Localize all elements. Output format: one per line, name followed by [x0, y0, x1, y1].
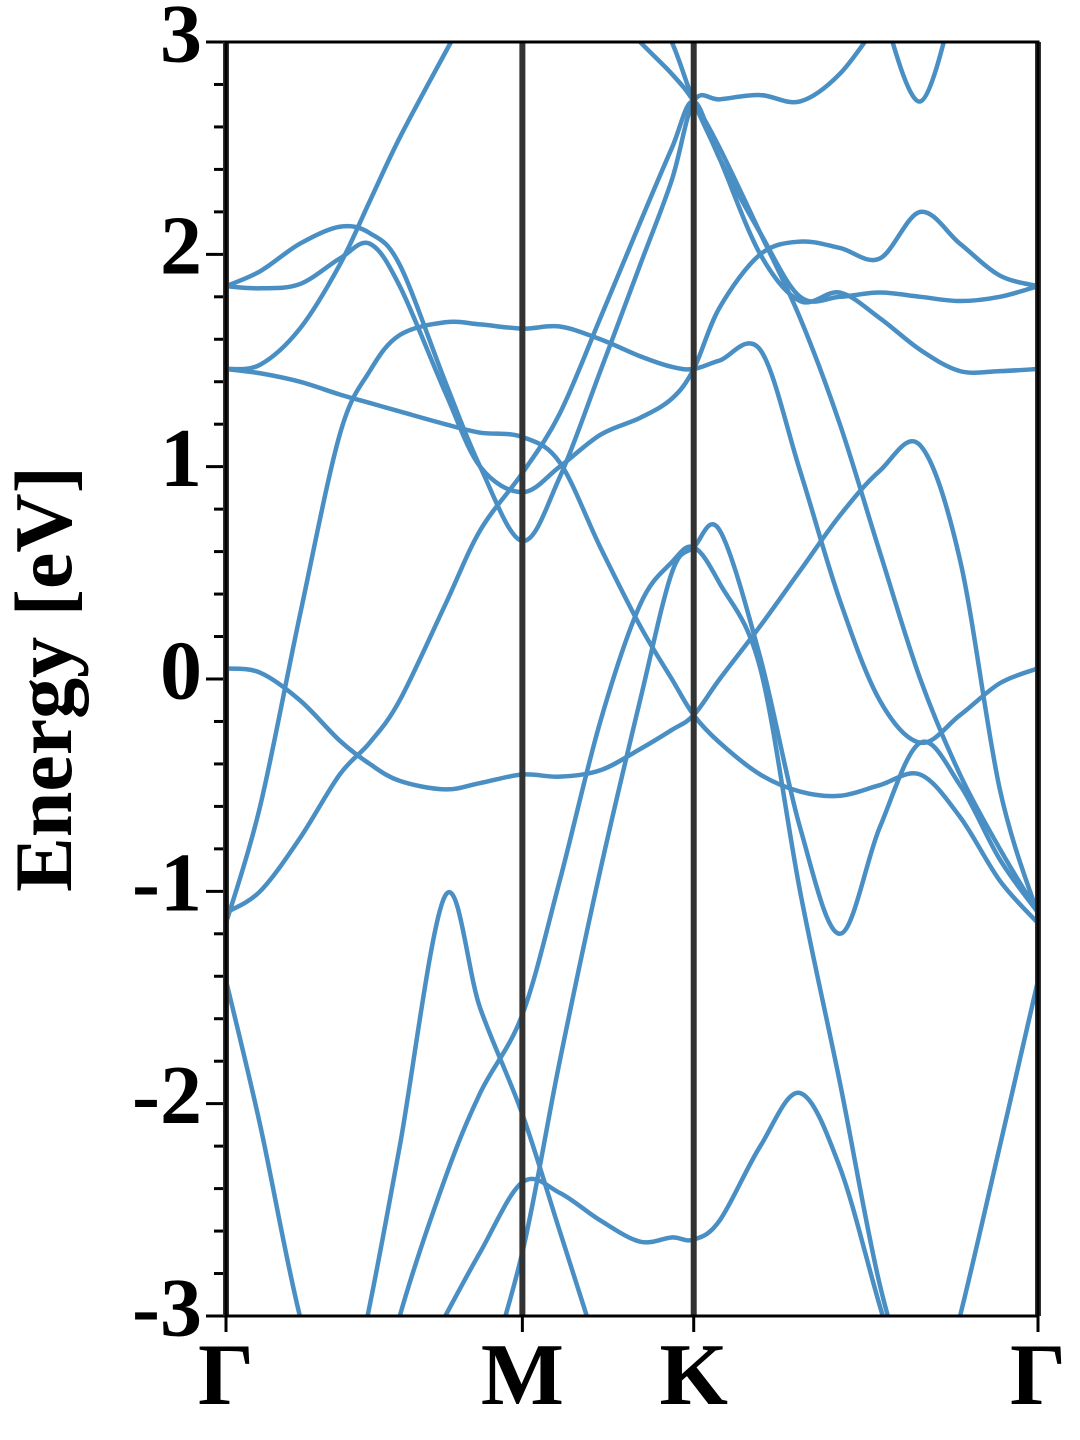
y-tick-label: -3 [132, 1261, 202, 1354]
y-axis-label: Energy [eV] [0, 466, 89, 892]
band-line [365, 890, 590, 1316]
band-line [503, 522, 1038, 1316]
y-tick-label: -2 [132, 1049, 202, 1142]
x-tick-label: K [659, 1327, 727, 1424]
band-line [226, 319, 1038, 924]
y-tick-label: -1 [132, 837, 202, 930]
x-tick-label: Γ [198, 1327, 254, 1424]
band-line [226, 979, 1038, 1316]
band-line [669, 42, 1038, 376]
band-line [226, 439, 1038, 916]
band-line [637, 42, 1038, 914]
y-tick-label: 2 [160, 200, 202, 293]
band-line [397, 544, 891, 1316]
band-line [890, 42, 947, 104]
x-tick-label: Γ [1010, 1327, 1066, 1424]
y-tick-label: 3 [160, 0, 202, 80]
plot-area [226, 42, 1038, 1316]
band-line [226, 42, 454, 372]
plot-frame [224, 40, 1040, 1318]
band-line [226, 366, 1038, 925]
y-tick-label: 0 [160, 624, 202, 717]
y-tick-label: 1 [160, 412, 202, 505]
band-line [226, 99, 1038, 915]
x-tick-label: M [481, 1327, 564, 1424]
band-line [226, 42, 868, 544]
band-line [226, 209, 1038, 495]
